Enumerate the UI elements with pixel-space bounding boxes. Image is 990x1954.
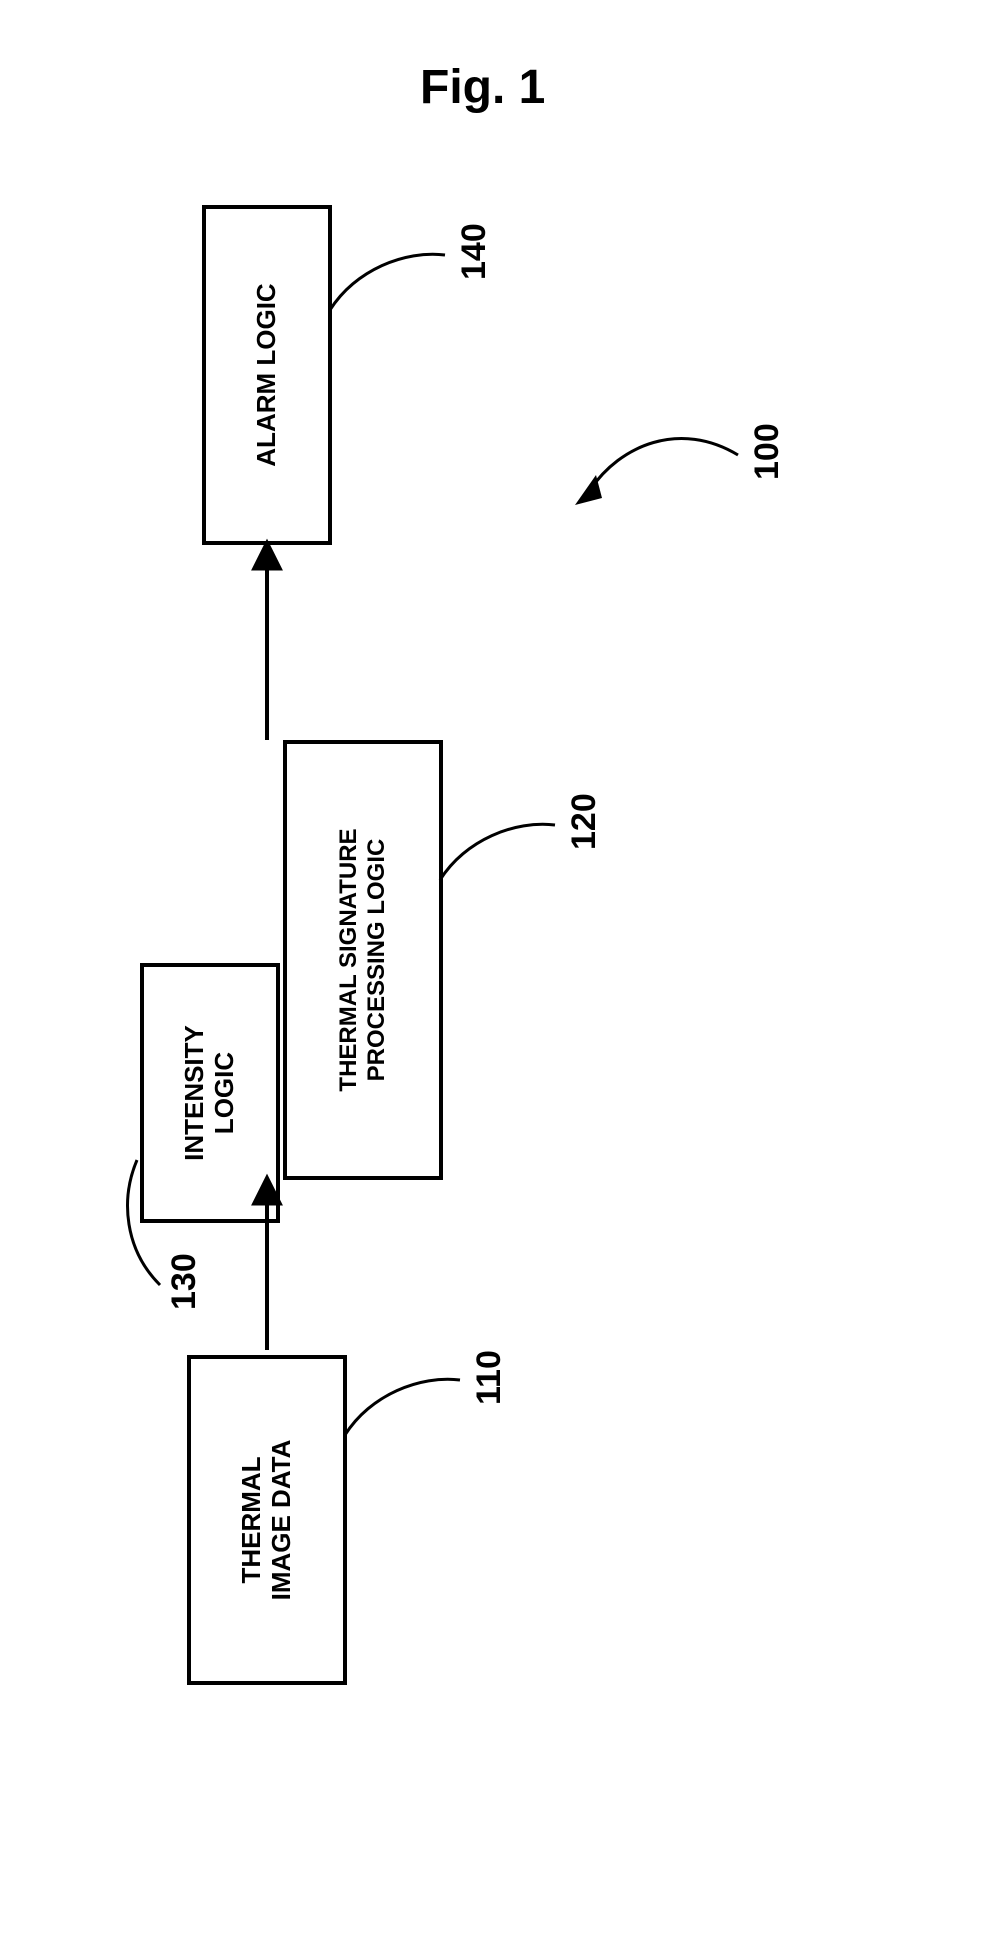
diagram-canvas: Fig. 1 100 THERMAL IMAGE DATA 110 THERMA… xyxy=(0,0,990,1954)
leader-120 xyxy=(440,824,555,880)
leader-140 xyxy=(330,254,445,310)
leader-110 xyxy=(345,1379,460,1435)
leader-100 xyxy=(590,439,738,490)
ref-120: 120 xyxy=(565,793,604,850)
leader-100-arrowhead xyxy=(575,475,602,505)
box-thermal-signature-processing-logic: THERMAL SIGNATURE PROCESSING LOGIC xyxy=(283,740,443,1180)
ref-140: 140 xyxy=(455,223,494,280)
box-intensity-logic: INTENSITY LOGIC xyxy=(140,963,280,1223)
figure-title: Fig. 1 xyxy=(420,60,545,115)
ref-130: 130 xyxy=(165,1253,204,1310)
ref-100: 100 xyxy=(748,423,787,480)
ref-110: 110 xyxy=(470,1350,509,1405)
box-thermal-image-data: THERMAL IMAGE DATA xyxy=(187,1355,347,1685)
box-alarm-logic: ALARM LOGIC xyxy=(202,205,332,545)
